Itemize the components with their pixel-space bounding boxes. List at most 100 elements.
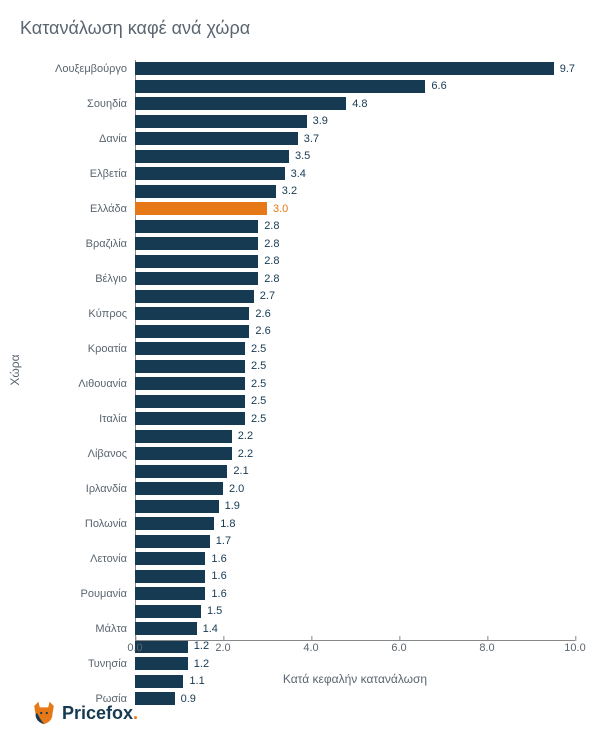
bar	[135, 622, 197, 635]
value-label: 3.9	[313, 115, 328, 127]
value-label: 2.1	[233, 465, 248, 477]
x-tick: 0.0	[127, 642, 142, 654]
country-label: Λίβανος	[88, 448, 127, 460]
value-label: 2.7	[260, 290, 275, 302]
fox-icon	[30, 699, 58, 727]
bar	[135, 97, 346, 110]
x-axis: 0.02.04.06.08.010.0	[135, 642, 575, 672]
x-tick: 10.0	[564, 642, 585, 654]
value-label: 3.5	[295, 150, 310, 162]
bar	[135, 342, 245, 355]
bar	[135, 220, 258, 233]
bar	[135, 325, 249, 338]
value-label: 2.5	[251, 413, 266, 425]
bar-row: 2.8	[135, 218, 575, 236]
value-label: 2.8	[264, 238, 279, 250]
value-label: 0.9	[181, 693, 196, 705]
bar-row: Σουηδία4.8	[135, 95, 575, 113]
bar	[135, 167, 285, 180]
bar-row: 2.5	[135, 358, 575, 376]
value-label: 1.5	[207, 605, 222, 617]
bar	[135, 412, 245, 425]
bar-row: Ρωσία0.9	[135, 690, 575, 708]
value-label: 2.5	[251, 360, 266, 372]
value-label: 4.8	[352, 98, 367, 110]
bar-row: Ιρλανδία2.0	[135, 480, 575, 498]
bar	[135, 570, 205, 583]
country-label: Ιταλία	[99, 413, 127, 425]
bar-row: Ελβετία3.4	[135, 165, 575, 183]
bar	[135, 552, 205, 565]
country-label: Ελλάδα	[90, 203, 127, 215]
bar	[135, 447, 232, 460]
value-label: 1.7	[216, 535, 231, 547]
bar	[135, 395, 245, 408]
bar	[135, 517, 214, 530]
value-label: 3.7	[304, 133, 319, 145]
x-tick: 6.0	[391, 642, 406, 654]
bar-row: Λετονία1.6	[135, 550, 575, 568]
bar-row: 2.1	[135, 463, 575, 481]
value-label: 2.2	[238, 448, 253, 460]
country-label: Ρουμανία	[81, 588, 127, 600]
value-label: 6.6	[431, 80, 446, 92]
bar-row: 2.2	[135, 428, 575, 446]
value-label: 2.8	[264, 273, 279, 285]
value-label: 2.8	[264, 255, 279, 267]
bar	[135, 482, 223, 495]
value-label: 1.6	[211, 570, 226, 582]
x-axis-line	[135, 640, 575, 641]
country-label: Μάλτα	[95, 623, 127, 635]
bar	[135, 465, 227, 478]
chart-area: Χώρα Λουξεμβούργο9.76.6Σουηδία4.83.9Δανί…	[30, 60, 580, 680]
country-label: Βραζιλία	[86, 238, 127, 250]
bar-row: 6.6	[135, 78, 575, 96]
bar-row: Βραζιλία2.8	[135, 235, 575, 253]
x-tick: 8.0	[479, 642, 494, 654]
bar-row: Μάλτα1.4	[135, 620, 575, 638]
bar	[135, 587, 205, 600]
bar-row: 3.5	[135, 148, 575, 166]
bar-row: Λουξεμβούργο9.7	[135, 60, 575, 78]
value-label: 1.8	[220, 518, 235, 530]
value-label: 1.6	[211, 553, 226, 565]
bar-row: Πολωνία1.8	[135, 515, 575, 533]
bar	[135, 80, 425, 93]
bar	[135, 202, 267, 215]
country-label: Ιρλανδία	[86, 483, 127, 495]
value-label: 2.8	[264, 220, 279, 232]
country-label: Λουξεμβούργο	[55, 63, 127, 75]
bar-row: 3.2	[135, 183, 575, 201]
logo-dot: .	[133, 703, 138, 723]
value-label: 3.2	[282, 185, 297, 197]
chart-title: Κατανάλωση καφέ ανά χώρα	[0, 0, 600, 39]
bar	[135, 150, 289, 163]
value-label: 2.6	[255, 308, 270, 320]
country-label: Λιθουανία	[78, 378, 127, 390]
value-label: 1.9	[225, 500, 240, 512]
bar-row: Λιθουανία2.5	[135, 375, 575, 393]
bar	[135, 62, 554, 75]
value-label: 2.2	[238, 430, 253, 442]
bar-row: 2.8	[135, 253, 575, 271]
bar	[135, 430, 232, 443]
bar-row: 2.7	[135, 288, 575, 306]
bar	[135, 272, 258, 285]
bar-row: Βέλγιο2.8	[135, 270, 575, 288]
value-label: 2.5	[251, 378, 266, 390]
bar-row: 1.5	[135, 603, 575, 621]
value-label: 3.0	[273, 203, 288, 215]
country-label: Βέλγιο	[95, 273, 127, 285]
logo-text: Pricefox.	[62, 703, 138, 724]
bar	[135, 115, 307, 128]
bar-row: 1.7	[135, 533, 575, 551]
country-label: Σουηδία	[87, 98, 127, 110]
bar	[135, 132, 298, 145]
value-label: 1.4	[203, 623, 218, 635]
country-label: Τυνησία	[88, 658, 127, 670]
bar-row: 1.9	[135, 498, 575, 516]
bar-row: 2.6	[135, 323, 575, 341]
value-label: 2.0	[229, 483, 244, 495]
bar-row: Ιταλία2.5	[135, 410, 575, 428]
bar-row: Ελλάδα3.0	[135, 200, 575, 218]
